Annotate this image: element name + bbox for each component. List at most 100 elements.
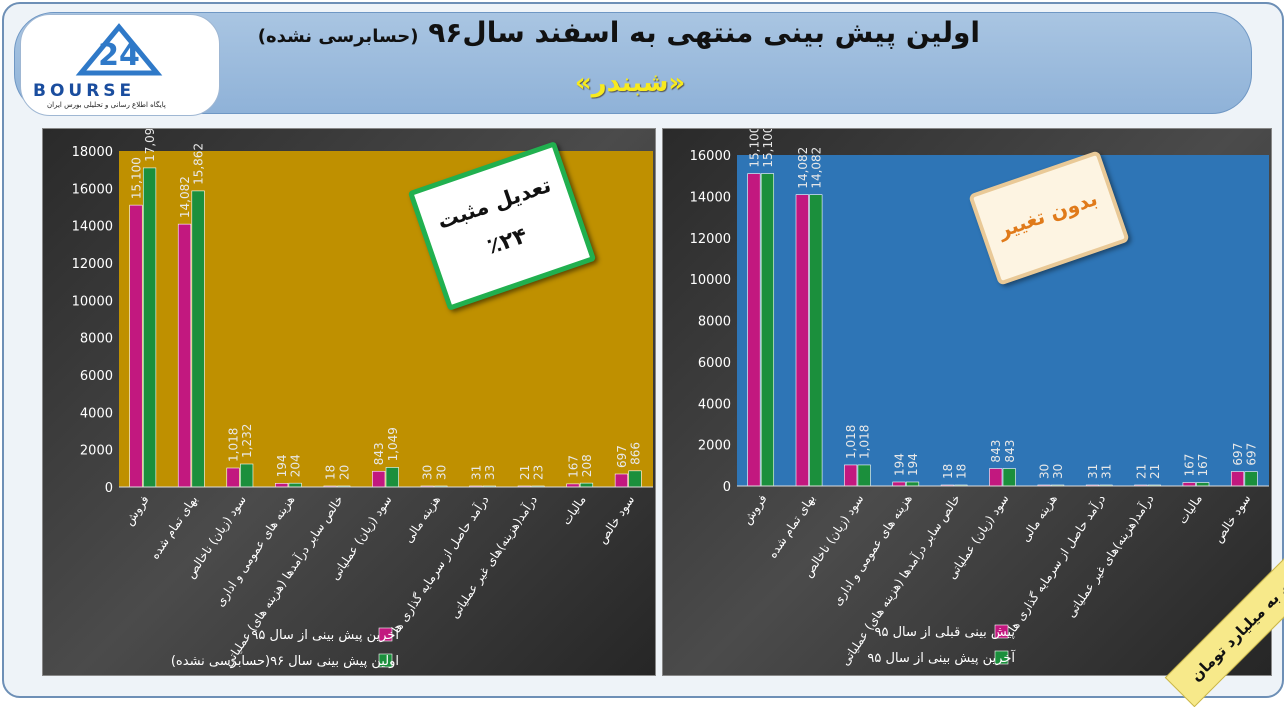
right-ytick-7: 14000 (690, 190, 731, 205)
right-datalabel-1-10: 697 (1245, 443, 1259, 466)
right-datalabel-0-4: 18 (941, 464, 955, 479)
right-bar-0-10 (1230, 471, 1245, 487)
right-bar-1-1 (809, 194, 823, 487)
left-datalabel-1-1: 15,862 (192, 143, 206, 185)
right-ytick-8: 16000 (690, 149, 731, 164)
chart-panel-left: 0 2000 4000 6000 8000 10000 12000 14000 16000 180… (42, 128, 656, 676)
left-xtick-10: سود خالص (595, 493, 638, 547)
right-xtick-0: فروش (740, 492, 771, 528)
no-change-label: بدون تغییر (995, 186, 1101, 243)
left-bar-1-5 (385, 467, 399, 488)
right-bar-0-9 (1182, 482, 1196, 487)
right-bar-1-5 (1002, 468, 1016, 487)
left-bar-0-0 (129, 204, 143, 488)
left-ytick-8: 16000 (72, 182, 113, 197)
left-ytick-0: 0 (105, 481, 113, 496)
left-ytick-4: 8000 (80, 332, 113, 347)
right-bar-0-5 (989, 468, 1003, 487)
left-ytick-1: 2000 (80, 444, 113, 459)
left-datalabel-0-8: 21 (518, 465, 532, 480)
company-name: «شبندر» (574, 68, 686, 98)
left-datalabel-0-5: 843 (372, 442, 386, 465)
right-datalabel-1-9: 167 (1196, 454, 1210, 477)
left-datalabel-0-0: 15,100 (129, 157, 143, 199)
bar-chart-left: 0 2000 4000 6000 8000 10000 12000 14000 16000 180… (72, 129, 653, 670)
left-legend-swatch-1 (378, 653, 393, 668)
left-legend-label-1: اولین پیش بینی سال ۹۶(حسابرسی نشده) (171, 654, 399, 669)
right-xtick-10: سود خالص (1211, 492, 1254, 546)
left-datalabel-1-5: 1,049 (386, 427, 400, 461)
svg-text:24: 24 (98, 38, 140, 73)
left-bar-0-1 (177, 223, 192, 488)
right-datalabel-0-5: 843 (989, 440, 1003, 463)
right-bar-0-2 (844, 464, 858, 487)
right-datalabel-1-4: 18 (954, 464, 968, 479)
left-xtick-0: فروش (122, 493, 153, 529)
title-main: اولین پیش بینی منتهی به اسفند سال۹۶ (428, 16, 980, 49)
right-bar-0-3 (892, 481, 906, 487)
left-bar-1-3 (288, 482, 302, 488)
left-bar-1-10 (628, 470, 642, 488)
right-legend-label-0: پیش بینی قبلی از سال ۹۵ (874, 625, 1015, 640)
left-ytick-9: 18000 (72, 145, 113, 160)
right-ytick-2: 4000 (698, 397, 731, 412)
left-datalabel-0-9: 167 (566, 455, 580, 478)
left-datalabel-0-2: 1,018 (227, 428, 241, 462)
left-ytick-2: 4000 (80, 406, 113, 421)
right-datalabel-1-3: 194 (906, 453, 920, 476)
left-bar-0-2 (226, 467, 240, 488)
left-datalabel-0-6: 30 (421, 465, 435, 480)
left-datalabel-1-7: 33 (483, 465, 497, 480)
left-datalabel-1-8: 23 (531, 465, 545, 480)
right-bar-1-0 (760, 173, 775, 487)
left-datalabel-1-6: 30 (434, 465, 448, 480)
left-bar-1-1 (191, 190, 205, 488)
right-legend-swatch-0 (994, 624, 1009, 639)
left-xtick-7: درآمد حاصل از سرمایه گذاری ها (388, 492, 492, 636)
left-datalabel-0-4: 18 (324, 465, 338, 480)
left-bar-0-5 (372, 470, 386, 488)
left-datalabel-0-10: 697 (615, 445, 629, 468)
right-datalabel-1-0: 15,100 (761, 129, 775, 168)
page-title: اولین پیش بینی منتهی به اسفند سال۹۶ (حسا… (258, 16, 980, 49)
left-datalabel-1-2: 1,232 (240, 424, 254, 458)
logo-subtext: پایگاه اطلاع رسانی و تحلیلی بورس ایران (47, 101, 166, 109)
left-datalabel-1-0: 17,094 (143, 129, 157, 162)
left-datalabel-1-9: 208 (580, 454, 594, 477)
right-xtick-1: بهای تمام شده (765, 492, 818, 561)
right-ytick-0: 0 (723, 480, 731, 495)
left-legend-swatch-0 (378, 627, 393, 642)
left-datalabel-0-1: 14,082 (178, 176, 192, 218)
logo-mark-icon: 24 (75, 23, 163, 76)
logo-text: BOURSE (33, 81, 136, 101)
right-ytick-5: 10000 (690, 273, 731, 288)
right-datalabel-1-6: 30 (1051, 464, 1065, 479)
left-bar-0-10 (614, 473, 629, 488)
chart-panel-right: 0 2000 4000 6000 8000 10000 12000 14000 16000 15,… (662, 128, 1272, 676)
right-datalabel-1-7: 31 (1099, 464, 1113, 479)
right-datalabel-1-1: 14,082 (809, 147, 823, 189)
left-ytick-6: 12000 (72, 257, 113, 272)
right-datalabel-0-3: 194 (893, 453, 907, 476)
left-bar-1-2 (240, 463, 254, 488)
left-datalabel-1-10: 866 (629, 442, 643, 465)
right-ytick-6: 12000 (690, 232, 731, 247)
right-xtick-7: درآمد حاصل از سرمایه گذاری ها (1005, 491, 1109, 635)
left-xtick-8: درآمد(هزینه)های غیر عملیاتی (447, 492, 541, 621)
left-datalabel-1-3: 204 (289, 454, 303, 477)
right-bar-1-9 (1196, 482, 1210, 487)
right-datalabel-0-0: 15,100 (747, 129, 761, 168)
right-legend-swatch-1 (994, 650, 1009, 665)
right-datalabel-0-2: 1,018 (844, 425, 858, 459)
bar-chart-right: 0 2000 4000 6000 8000 10000 12000 14000 16000 15,… (690, 129, 1269, 669)
title-paren: (حسابرسی نشده) (257, 26, 419, 47)
left-datalabel-0-7: 31 (469, 465, 483, 480)
right-datalabel-1-2: 1,018 (858, 425, 872, 459)
left-datalabel-0-3: 194 (275, 454, 289, 477)
logo: 24 BOURSE پایگاه اطلاع رسانی و تحلیلی بو… (20, 14, 220, 116)
left-ytick-5: 10000 (72, 294, 113, 309)
left-legend-label-0: آخرین پیش بینی از سال ۹۵ (251, 626, 400, 643)
left-xtick-1: بهای تمام شده (148, 493, 201, 562)
left-xtick-6: هزینه مالی (401, 493, 444, 546)
left-bar-1-0 (142, 167, 157, 488)
